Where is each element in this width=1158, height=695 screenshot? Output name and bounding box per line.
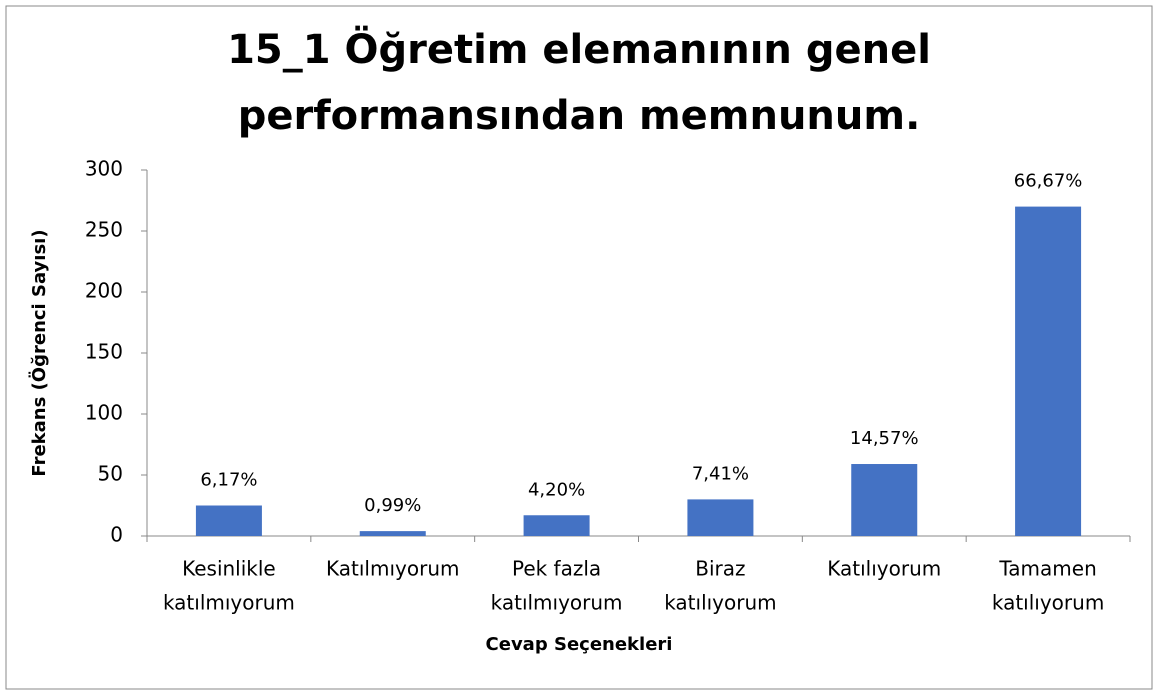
y-tick-label: 250 (85, 218, 123, 242)
y-tick-label: 150 (85, 340, 123, 364)
x-tick-label: Katılıyorum (827, 557, 941, 581)
x-tick-label: katılıyorum (992, 591, 1104, 615)
y-tick-label: 200 (85, 279, 123, 303)
x-tick-label: Pek fazla (512, 557, 601, 581)
x-tick-label: Tamamen (998, 557, 1096, 581)
data-label: 6,17% (200, 470, 257, 491)
chart-frame (5, 5, 1153, 690)
bar (687, 499, 754, 536)
x-tick-label: Katılmıyorum (326, 557, 459, 581)
x-tick-label: Kesinlikle (182, 557, 276, 581)
x-axis-title: Cevap Seçenekleri (486, 634, 673, 655)
data-label: 0,99% (364, 495, 421, 516)
x-tick-label: katılmıyorum (491, 591, 623, 615)
bar (523, 515, 590, 536)
x-tick-label: katılıyorum (664, 591, 776, 615)
x-tick-label: Biraz (695, 557, 745, 581)
data-label: 4,20% (528, 479, 585, 500)
bar (195, 505, 262, 536)
y-tick-label: 50 (98, 462, 123, 486)
data-label: 66,67% (1014, 171, 1083, 192)
bar (1015, 206, 1082, 536)
y-tick-label: 300 (85, 157, 123, 181)
data-label: 7,41% (692, 463, 749, 484)
y-axis-title: Frekans (Öğrenci Sayısı) (28, 229, 50, 476)
bar (359, 531, 426, 536)
bar (851, 464, 918, 536)
data-label: 14,57% (850, 428, 919, 449)
chart-title: performansından memnunum. (238, 93, 921, 139)
chart-title: 15_1 Öğretim elemanının genel (227, 25, 931, 73)
x-tick-label: katılmıyorum (163, 591, 295, 615)
y-tick-label: 100 (85, 401, 123, 425)
y-tick-label: 0 (110, 523, 123, 547)
